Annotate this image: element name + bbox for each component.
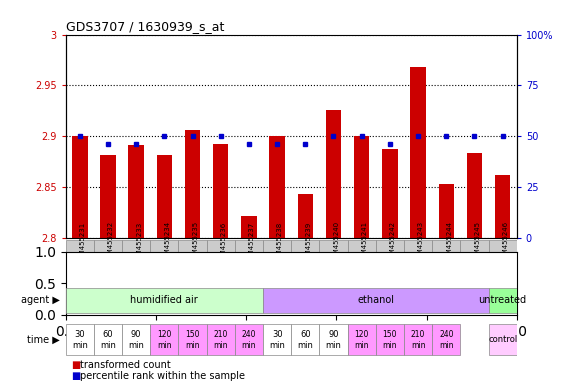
Text: GSM455236: GSM455236: [221, 221, 227, 263]
Text: GSM455243: GSM455243: [418, 221, 424, 263]
Text: GSM455242: GSM455242: [390, 222, 396, 263]
Bar: [376, 324, 404, 356]
Text: 150
min: 150 min: [383, 330, 397, 349]
Bar: [489, 288, 517, 313]
Bar: [213, 144, 228, 238]
Text: 60
min: 60 min: [297, 330, 313, 349]
Bar: [432, 324, 460, 356]
Text: ethanol: ethanol: [357, 295, 395, 306]
Text: GSM455233: GSM455233: [136, 221, 142, 263]
Bar: [495, 175, 510, 238]
Bar: [66, 288, 263, 313]
Bar: [178, 324, 207, 356]
Bar: [235, 240, 263, 288]
Bar: [122, 240, 150, 288]
Text: GSM455240: GSM455240: [333, 221, 340, 263]
Text: GDS3707 / 1630939_s_at: GDS3707 / 1630939_s_at: [66, 20, 224, 33]
Bar: [467, 152, 482, 238]
Text: GSM455235: GSM455235: [192, 221, 199, 263]
Bar: [241, 216, 257, 238]
Bar: [207, 324, 235, 356]
Text: 210
min: 210 min: [214, 330, 228, 349]
Bar: [382, 149, 397, 238]
Bar: [348, 240, 376, 288]
Text: ■: ■: [71, 360, 81, 370]
Bar: [291, 240, 319, 288]
Bar: [207, 240, 235, 288]
Text: GSM455246: GSM455246: [502, 221, 509, 263]
Bar: [72, 136, 87, 238]
Bar: [66, 240, 94, 288]
Bar: [432, 240, 460, 288]
Text: 90
min: 90 min: [325, 330, 341, 349]
Text: 240
min: 240 min: [242, 330, 256, 349]
Text: 120
min: 120 min: [355, 330, 369, 349]
Text: 150
min: 150 min: [185, 330, 200, 349]
Text: 60
min: 60 min: [100, 330, 116, 349]
Text: GSM455241: GSM455241: [361, 221, 368, 263]
Bar: [263, 288, 489, 313]
Bar: [489, 240, 517, 288]
Bar: [291, 324, 319, 356]
Text: control: control: [488, 335, 517, 344]
Bar: [156, 155, 172, 238]
Text: humidified air: humidified air: [130, 295, 198, 306]
Bar: [94, 240, 122, 288]
Bar: [235, 324, 263, 356]
Text: 120
min: 120 min: [157, 330, 172, 349]
Text: GSM455239: GSM455239: [305, 221, 311, 263]
Text: percentile rank within the sample: percentile rank within the sample: [80, 371, 245, 381]
Bar: [150, 240, 178, 288]
Bar: [100, 155, 116, 238]
Text: GSM455234: GSM455234: [164, 221, 170, 263]
Bar: [297, 194, 313, 238]
Text: GSM455238: GSM455238: [277, 221, 283, 263]
Text: 90
min: 90 min: [128, 330, 144, 349]
Bar: [489, 324, 517, 356]
Bar: [376, 240, 404, 288]
Bar: [411, 67, 426, 238]
Bar: [94, 324, 122, 356]
Text: agent ▶: agent ▶: [21, 295, 60, 305]
Bar: [263, 240, 291, 288]
Bar: [354, 136, 369, 238]
Bar: [270, 136, 285, 238]
Text: 240
min: 240 min: [439, 330, 453, 349]
Bar: [185, 130, 200, 238]
Bar: [404, 324, 432, 356]
Text: GSM455244: GSM455244: [447, 222, 452, 263]
Text: GSM455245: GSM455245: [475, 222, 480, 263]
Text: GSM455237: GSM455237: [249, 221, 255, 263]
Bar: [325, 110, 341, 238]
Bar: [348, 324, 376, 356]
Text: GSM455231: GSM455231: [80, 221, 86, 263]
Bar: [128, 146, 144, 238]
Text: ■: ■: [71, 371, 81, 381]
Bar: [460, 240, 489, 288]
Bar: [404, 240, 432, 288]
Text: 210
min: 210 min: [411, 330, 425, 349]
Bar: [263, 324, 291, 356]
Bar: [439, 184, 454, 238]
Text: 30
min: 30 min: [72, 330, 88, 349]
Text: transformed count: transformed count: [80, 360, 171, 370]
Bar: [122, 324, 150, 356]
Text: time ▶: time ▶: [27, 335, 60, 345]
Text: GSM455232: GSM455232: [108, 221, 114, 263]
Bar: [178, 240, 207, 288]
Bar: [66, 324, 94, 356]
Bar: [319, 240, 348, 288]
Bar: [150, 324, 178, 356]
Text: untreated: untreated: [478, 295, 526, 306]
Text: 30
min: 30 min: [269, 330, 285, 349]
Bar: [319, 324, 348, 356]
